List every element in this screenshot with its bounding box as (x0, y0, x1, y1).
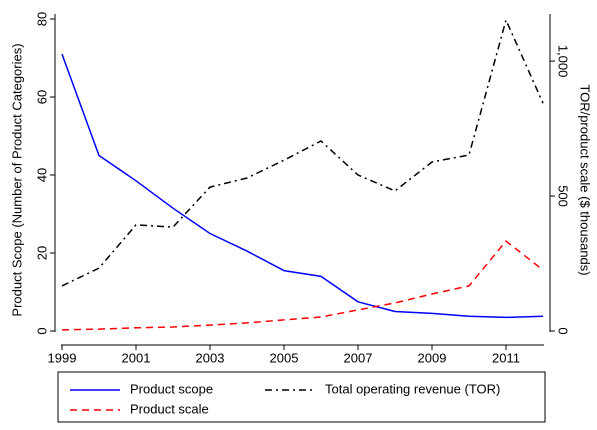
x-tick-label: 2001 (122, 350, 151, 365)
series-line (61, 53, 544, 319)
series-line (61, 17, 544, 287)
y-tick-label: 80 (34, 12, 49, 26)
y-tick-label: 60 (34, 90, 49, 104)
legend-label: Total operating revenue (TOR) (325, 381, 500, 396)
x-tick-label: 2007 (344, 350, 373, 365)
y-axis-label: Product Scope (Number of Product Categor… (9, 43, 24, 316)
x-tick-label: 2005 (270, 350, 299, 365)
legend-label: Product scope (130, 381, 213, 396)
y-tick-label: 20 (34, 246, 49, 260)
x-tick-label: 2011 (492, 350, 520, 365)
y2-tick-label: 1,000 (556, 45, 571, 78)
x-tick-label: 2009 (418, 350, 447, 365)
legend-label: Product scale (130, 401, 209, 416)
x-tick-label: 1999 (48, 350, 77, 365)
x-tick-label: 2003 (196, 350, 225, 365)
y2-axis-label: TOR/product scale ($ thousands) (578, 84, 593, 275)
legend-box (57, 371, 546, 423)
y-tick-label: 0 (34, 327, 49, 334)
y2-tick-label: 500 (556, 185, 571, 207)
series-line (61, 240, 544, 331)
y-tick-label: 40 (34, 168, 49, 182)
y2-tick-label: 0 (556, 327, 571, 334)
